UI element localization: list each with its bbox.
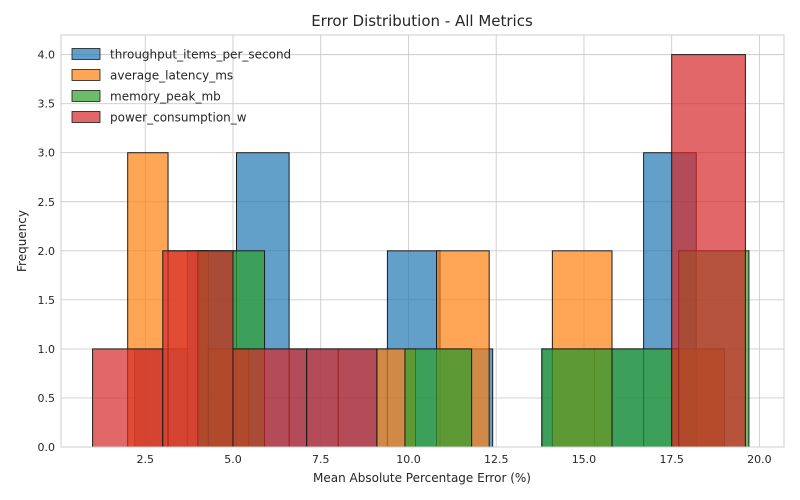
x-tick-label: 20.0 [747,453,772,466]
histogram-bar [306,348,378,448]
y-tick-label: 4.0 [38,49,56,62]
x-axis-ticks: 2.5 5.0 7.5 10.0 12.5 15.0 17.5 20.0 [136,453,771,466]
x-tick-label: 2.5 [136,453,154,466]
histogram-bar [92,348,164,448]
legend-swatch [71,90,101,102]
y-tick-label: 0.5 [38,392,56,405]
bars [92,54,750,448]
legend-label: throughput_items_per_second [110,48,291,62]
chart-title: Error Distribution - All Metrics [311,12,533,30]
legend-swatch [71,48,101,60]
series-power_consumption_w [92,54,746,448]
y-tick-label: 0.0 [38,441,56,454]
histogram-bar [162,250,234,448]
x-tick-label: 12.5 [484,453,509,466]
histogram-bar [232,348,308,448]
legend-label: power_consumption_w [110,111,247,125]
legend-label: memory_peak_mb [110,90,221,104]
histogram-bar [404,348,473,448]
histogram-bar [671,54,746,448]
x-tick-label: 7.5 [312,453,330,466]
x-tick-label: 15.0 [572,453,597,466]
legend-swatch [71,111,101,123]
y-tick-label: 1.0 [38,343,56,356]
plot-frame [60,34,785,448]
legend-label: average_latency_ms [110,69,233,83]
x-tick-label: 5.0 [224,453,242,466]
x-tick-label: 10.0 [396,453,421,466]
y-tick-label: 3.5 [38,98,56,111]
legend: throughput_items_per_second average_laten… [71,48,291,125]
y-tick-label: 3.0 [38,147,56,160]
y-tick-label: 1.5 [38,294,56,307]
x-axis-label: Mean Absolute Percentage Error (%) [313,471,531,485]
x-tick-label: 17.5 [659,453,684,466]
y-tick-label: 2.0 [38,245,56,258]
y-tick-label: 2.5 [38,196,56,209]
legend-swatch [71,69,101,81]
y-axis-label: Frequency [15,210,29,272]
histogram-bar [611,348,680,448]
histogram-bar [541,348,613,448]
y-axis-ticks: 0.0 0.5 1.0 1.5 2.0 2.5 3.0 3.5 4.0 [38,49,56,454]
